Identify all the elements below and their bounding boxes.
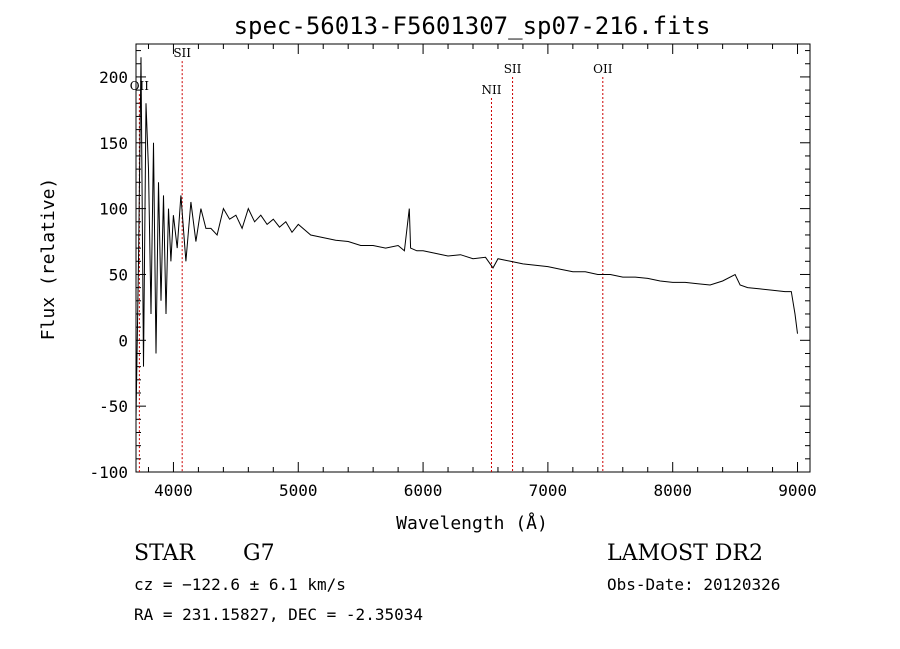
y-axis-label: Flux (relative) bbox=[38, 178, 59, 341]
x-tick-label: 8000 bbox=[653, 481, 692, 500]
line-marker-label: SII bbox=[173, 46, 191, 60]
x-axis-label: Wavelength (Å) bbox=[396, 512, 548, 534]
y-tick-label: 0 bbox=[118, 331, 128, 350]
radec-line: RA = 231.15827, DEC = -2.35034 bbox=[134, 605, 423, 624]
y-tick-label: 100 bbox=[99, 200, 128, 219]
x-axis-ticks: 4000 5000 6000 7000 8000 9000 bbox=[147, 44, 817, 500]
line-marker-label: SII bbox=[504, 62, 522, 76]
y-axis-ticks: -100 -50 0 50 100 150 200 bbox=[89, 50, 810, 482]
line-marker-label: OII bbox=[130, 79, 150, 93]
line-marker-label: NII bbox=[481, 83, 501, 97]
x-tick-label: 7000 bbox=[529, 481, 568, 500]
info-panel: STAR G7 LAMOST DR2 cz = −122.6 ± 6.1 km/… bbox=[134, 541, 780, 624]
object-subclass: G7 bbox=[243, 541, 275, 566]
y-tick-label: 150 bbox=[99, 134, 128, 153]
x-tick-label: 4000 bbox=[154, 481, 193, 500]
y-tick-label: -50 bbox=[99, 397, 128, 416]
redshift-line: cz = −122.6 ± 6.1 km/s bbox=[134, 575, 346, 594]
y-tick-label: 200 bbox=[99, 68, 128, 87]
obs-date: Obs-Date: 20120326 bbox=[607, 575, 780, 594]
plot-frame bbox=[135, 43, 811, 473]
y-tick-label: 50 bbox=[109, 265, 128, 284]
spectrum-line bbox=[135, 57, 798, 420]
object-class: STAR bbox=[134, 541, 196, 566]
plot-area: 4000 5000 6000 7000 8000 9000 -100 -50 0 50 100 15… bbox=[89, 43, 817, 500]
x-tick-label: 5000 bbox=[279, 481, 318, 500]
chart-title: spec-56013-F5601307_sp07-216.fits bbox=[234, 12, 711, 40]
survey-name: LAMOST DR2 bbox=[607, 541, 763, 566]
x-tick-label: 6000 bbox=[404, 481, 443, 500]
x-tick-label: 9000 bbox=[778, 481, 817, 500]
y-tick-label: -100 bbox=[89, 463, 128, 482]
line-marker-label: OII bbox=[593, 62, 613, 76]
